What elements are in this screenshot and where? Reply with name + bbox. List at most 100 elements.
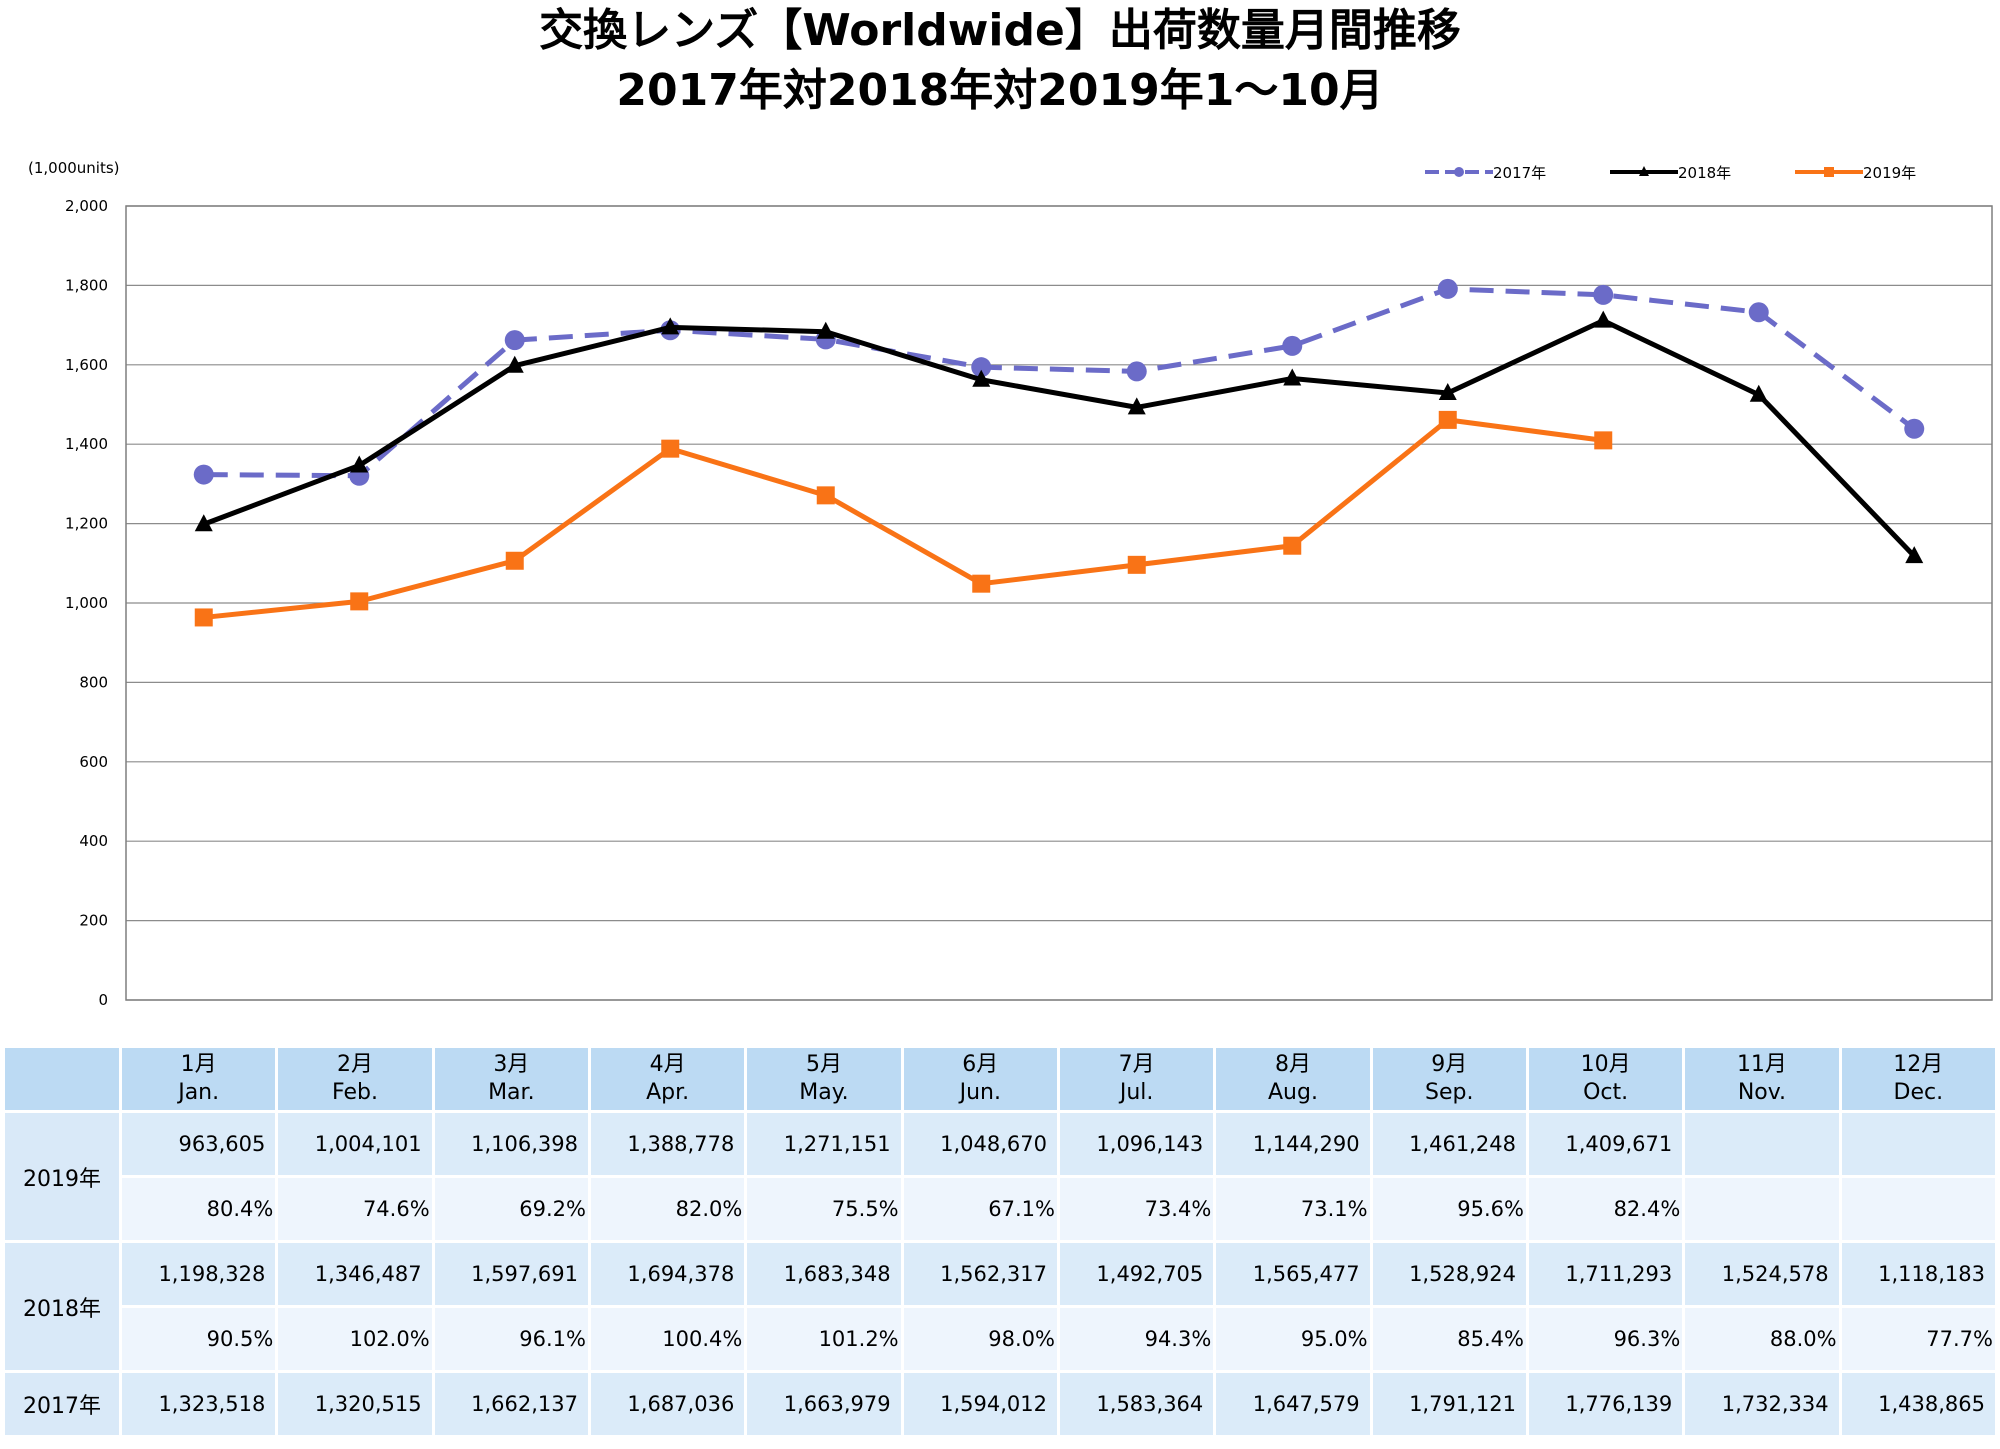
ratio-cell: 98.0% bbox=[900, 1305, 1060, 1373]
row-year-label: 2019年 bbox=[2, 1110, 122, 1243]
legend-label: 2019年 bbox=[1863, 164, 1916, 182]
data-point-square bbox=[972, 574, 991, 593]
table-row: 2017年 1,323,518 1,320,515 1,662,137 1,687,03… bbox=[2, 1370, 1999, 1438]
table-row: 80.4% 74.6% 69.2% 82.0% 75.5% 67.1% 73.4% 73.1%… bbox=[4, 1175, 1999, 1243]
data-point-square bbox=[1283, 536, 1302, 555]
data-point-circle bbox=[1904, 418, 1925, 439]
units-cell: 1,565,477 bbox=[1213, 1240, 1373, 1308]
ratio-cell: 90.5% bbox=[118, 1305, 279, 1373]
ratio-cell: 67.1% bbox=[900, 1175, 1060, 1243]
units-cell: 1,198,328 bbox=[118, 1240, 279, 1308]
row-year-label: 2018年 bbox=[2, 1240, 122, 1373]
table-row: 90.5% 102.0% 96.1% 100.4% 101.2% 98.0% 94.3% 95… bbox=[4, 1305, 1999, 1373]
month-header-ja: 2月 bbox=[336, 1052, 373, 1077]
table-row: 2018年 1,198,328 1,346,487 1,597,691 1,694,37… bbox=[2, 1240, 1999, 1373]
ratio-cell: 77.7% bbox=[1838, 1305, 1999, 1373]
units-cell: 1,409,671 bbox=[1525, 1110, 1686, 1178]
month-header-ja: 12月 bbox=[1893, 1052, 1944, 1077]
table-header-row: 1月 Jan. 2月 Feb. 3月 Mar. 4月 Apr. 5月 May. 6月 Jun. 7月 Ju… bbox=[2, 1045, 1999, 1113]
units-cell: 1,594,012 bbox=[900, 1370, 1060, 1438]
month-header-en: Jan. bbox=[178, 1080, 220, 1105]
month-header-en: Jul. bbox=[1119, 1080, 1154, 1105]
series-line bbox=[202, 318, 1917, 558]
month-header: 10月 Oct. bbox=[1525, 1045, 1686, 1113]
data-point-triangle bbox=[661, 317, 680, 335]
ratio-cell: 75.5% bbox=[744, 1175, 904, 1243]
data-point-square bbox=[505, 551, 524, 570]
data-point-square bbox=[350, 592, 369, 611]
table-corner-cell bbox=[2, 1045, 122, 1113]
month-header-ja: 7月 bbox=[1118, 1052, 1155, 1077]
units-cell: 1,647,579 bbox=[1213, 1370, 1373, 1438]
month-header: 4月 Apr. bbox=[587, 1045, 748, 1113]
units-cell: 1,118,183 bbox=[1838, 1240, 1999, 1308]
data-point-triangle bbox=[1283, 368, 1302, 386]
ratio-cell: 96.1% bbox=[431, 1305, 591, 1373]
month-header-ja: 5月 bbox=[805, 1052, 842, 1077]
data-point-circle bbox=[1126, 361, 1147, 382]
legend-item: 2017年 bbox=[1425, 164, 1546, 182]
ratio-cell: 95.6% bbox=[1369, 1175, 1529, 1243]
ratio-cell: 94.3% bbox=[1056, 1305, 1217, 1373]
month-header-ja: 1月 bbox=[180, 1052, 217, 1077]
units-cell: 1,323,518 bbox=[118, 1370, 279, 1438]
data-point-square bbox=[1438, 410, 1457, 429]
ratio-cell: 82.4% bbox=[1525, 1175, 1686, 1243]
y-tick-label: 400 bbox=[79, 832, 108, 850]
month-header-en: Apr. bbox=[646, 1080, 690, 1105]
month-header: 6月 Jun. bbox=[900, 1045, 1060, 1113]
y-tick-label: 1,600 bbox=[65, 356, 108, 374]
units-cell: 1,346,487 bbox=[275, 1240, 435, 1308]
units-cell: 1,144,290 bbox=[1213, 1110, 1373, 1178]
month-header: 1月 Jan. bbox=[118, 1045, 279, 1113]
month-header-ja: 10月 bbox=[1580, 1052, 1631, 1077]
unit-label: (1,000units) bbox=[28, 159, 120, 177]
month-header-ja: 3月 bbox=[493, 1052, 530, 1077]
data-point-triangle bbox=[350, 455, 369, 473]
y-tick-label: 1,000 bbox=[65, 594, 108, 612]
month-header: 12月 Dec. bbox=[1838, 1045, 1999, 1113]
ratio-cell: 80.4% bbox=[118, 1175, 279, 1243]
month-header-en: May. bbox=[799, 1080, 849, 1105]
data-point-square bbox=[1594, 431, 1613, 450]
units-cell: 1,461,248 bbox=[1369, 1110, 1529, 1178]
units-cell bbox=[1682, 1110, 1842, 1178]
series-2018年 bbox=[194, 310, 1924, 564]
month-header: 2月 Feb. bbox=[275, 1045, 435, 1113]
units-cell: 1,662,137 bbox=[431, 1370, 591, 1438]
units-cell: 1,388,778 bbox=[587, 1110, 748, 1178]
month-header-ja: 4月 bbox=[649, 1052, 686, 1077]
units-cell: 1,492,705 bbox=[1056, 1240, 1217, 1308]
y-tick-label: 600 bbox=[79, 753, 108, 771]
legend-marker bbox=[1824, 167, 1834, 177]
plot-area-border bbox=[125, 205, 1993, 1001]
units-cell: 1,583,364 bbox=[1056, 1370, 1217, 1438]
month-header-en: Dec. bbox=[1893, 1080, 1944, 1105]
data-point-triangle bbox=[1749, 384, 1768, 402]
legend-marker bbox=[1639, 166, 1649, 176]
month-header: 7月 Jul. bbox=[1056, 1045, 1217, 1113]
units-cell: 1,096,143 bbox=[1056, 1110, 1217, 1178]
data-point-square bbox=[194, 608, 213, 627]
units-cell: 1,320,515 bbox=[275, 1370, 435, 1438]
units-cell: 1,683,348 bbox=[744, 1240, 904, 1308]
units-cell: 1,562,317 bbox=[900, 1240, 1060, 1308]
y-tick-label: 200 bbox=[79, 912, 108, 930]
ratio-cell: 102.0% bbox=[275, 1305, 435, 1373]
data-point-square bbox=[1127, 555, 1146, 574]
units-cell: 1,732,334 bbox=[1682, 1370, 1842, 1438]
ratio-cell: 100.4% bbox=[587, 1305, 748, 1373]
legend-marker bbox=[1454, 167, 1464, 177]
units-cell: 1,711,293 bbox=[1525, 1240, 1686, 1308]
ratio-cell: 69.2% bbox=[431, 1175, 591, 1243]
month-header: 11月 Nov. bbox=[1682, 1045, 1842, 1113]
y-tick-label: 2,000 bbox=[65, 197, 108, 215]
data-point-circle bbox=[971, 357, 992, 378]
units-cell: 1,438,865 bbox=[1838, 1370, 1999, 1438]
month-header: 3月 Mar. bbox=[431, 1045, 591, 1113]
series-2017年 bbox=[193, 278, 1925, 486]
series-2019年 bbox=[194, 410, 1613, 627]
month-header-ja: 8月 bbox=[1274, 1052, 1311, 1077]
month-header-en: Oct. bbox=[1583, 1080, 1629, 1105]
series-line bbox=[203, 417, 1604, 620]
